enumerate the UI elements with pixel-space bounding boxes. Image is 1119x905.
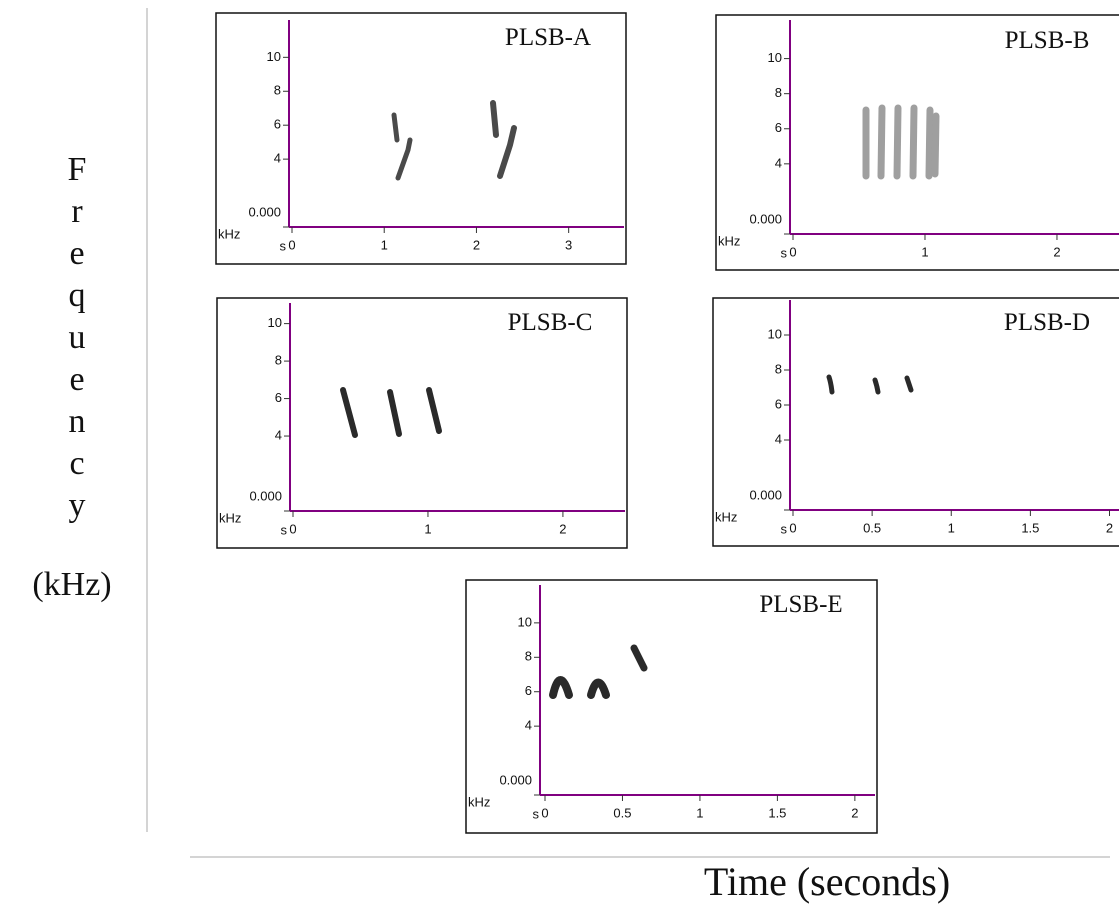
panel-title: PLSB-B	[1005, 27, 1090, 54]
y-tick-label: 4	[525, 718, 532, 733]
y-tick-label: 0.000	[749, 487, 782, 502]
y-tick-label: 10	[518, 614, 532, 629]
panel-frame	[715, 14, 1119, 271]
x-tick-label: 3	[565, 237, 572, 252]
y-tick-label: 10	[768, 50, 782, 65]
x-unit: s	[781, 245, 788, 260]
syllables	[340, 100, 940, 699]
panel-frame	[465, 579, 878, 834]
x-tick-label: 1.5	[768, 805, 786, 820]
panel: PLSB-D 0.000 4 6 8 10 0 0.5 1 1.5 2 kHz s	[712, 297, 1119, 547]
x-tick-label: 0	[288, 237, 295, 252]
y-tick-label: 6	[275, 390, 282, 405]
y-tick-label: 6	[525, 683, 532, 698]
panel: PLSB-B 0.000 4 6 8 10 0 1 2 kHz s	[715, 14, 1119, 271]
y-unit: kHz	[219, 510, 241, 525]
y-tick-label: 4	[775, 431, 782, 446]
x-axis-label: Time (seconds)	[704, 859, 950, 904]
x-tick-label: 2	[851, 805, 858, 820]
y-unit: kHz	[718, 233, 740, 248]
y-tick-label: 8	[775, 85, 782, 100]
x-tick-label: 1.5	[1021, 520, 1039, 535]
x-tick-label: 0	[541, 805, 548, 820]
x-tick-label: 1	[696, 805, 703, 820]
y-tick-label: 10	[768, 326, 782, 341]
y-tick-label: 4	[275, 427, 282, 442]
y-unit: kHz	[218, 226, 240, 241]
x-tick-label: 2	[1106, 520, 1113, 535]
y-tick-label: 0.000	[249, 488, 282, 503]
panel-title: PLSB-A	[505, 24, 591, 51]
x-tick-label: 1	[424, 521, 431, 536]
x-tick-label: 0	[789, 520, 796, 535]
x-unit: s	[533, 806, 540, 821]
y-tick-label: 8	[275, 353, 282, 368]
panel-frame	[216, 297, 628, 549]
panel-frame	[712, 297, 1119, 547]
y-axis-unit: (kHz)	[32, 566, 111, 603]
panel-title: PLSB-C	[508, 309, 593, 336]
y-tick-label: 6	[274, 117, 281, 132]
x-tick-label: 1	[921, 244, 928, 259]
x-tick-label: 1	[381, 237, 388, 252]
y-tick-label: 8	[525, 649, 532, 664]
x-tick-label: 1	[948, 520, 955, 535]
y-tick-label: 10	[268, 315, 282, 330]
panel-title: PLSB-D	[1004, 309, 1090, 336]
x-tick-label: 2	[559, 521, 566, 536]
x-tick-label: 0	[789, 244, 796, 259]
panel: PLSB-E 0.000 4 6 8 10 0 0.5 1 1.5 2 kHz s	[465, 579, 878, 834]
x-tick-label: 2	[473, 237, 480, 252]
y-tick-label: 10	[267, 49, 281, 64]
y-tick-label: 4	[274, 151, 281, 166]
y-tick-label: 0.000	[499, 772, 532, 787]
panel-frame	[215, 12, 627, 265]
x-unit: s	[281, 522, 288, 537]
y-tick-label: 6	[775, 396, 782, 411]
y-tick-label: 0.000	[749, 211, 782, 226]
y-unit: kHz	[715, 509, 737, 524]
y-tick-label: 4	[775, 155, 782, 170]
y-tick-label: 6	[775, 120, 782, 135]
x-tick-label: 0.5	[863, 520, 881, 535]
panel: PLSB-C 0.000 4 6 8 10 0 1 2 kHz s	[216, 297, 628, 549]
y-unit: kHz	[468, 794, 490, 809]
panel: PLSB-A 0.000 4 6 8 10 0 1 2 3 kHz s	[215, 12, 627, 265]
y-tick-label: 8	[274, 83, 281, 98]
x-unit: s	[280, 238, 287, 253]
y-tick-label: 0.000	[248, 204, 281, 219]
x-unit: s	[781, 521, 788, 536]
panel-title: PLSB-E	[759, 591, 842, 618]
x-tick-label: 0	[289, 521, 296, 536]
x-tick-label: 0.5	[613, 805, 631, 820]
x-tick-label: 2	[1053, 244, 1060, 259]
y-tick-label: 8	[775, 361, 782, 376]
